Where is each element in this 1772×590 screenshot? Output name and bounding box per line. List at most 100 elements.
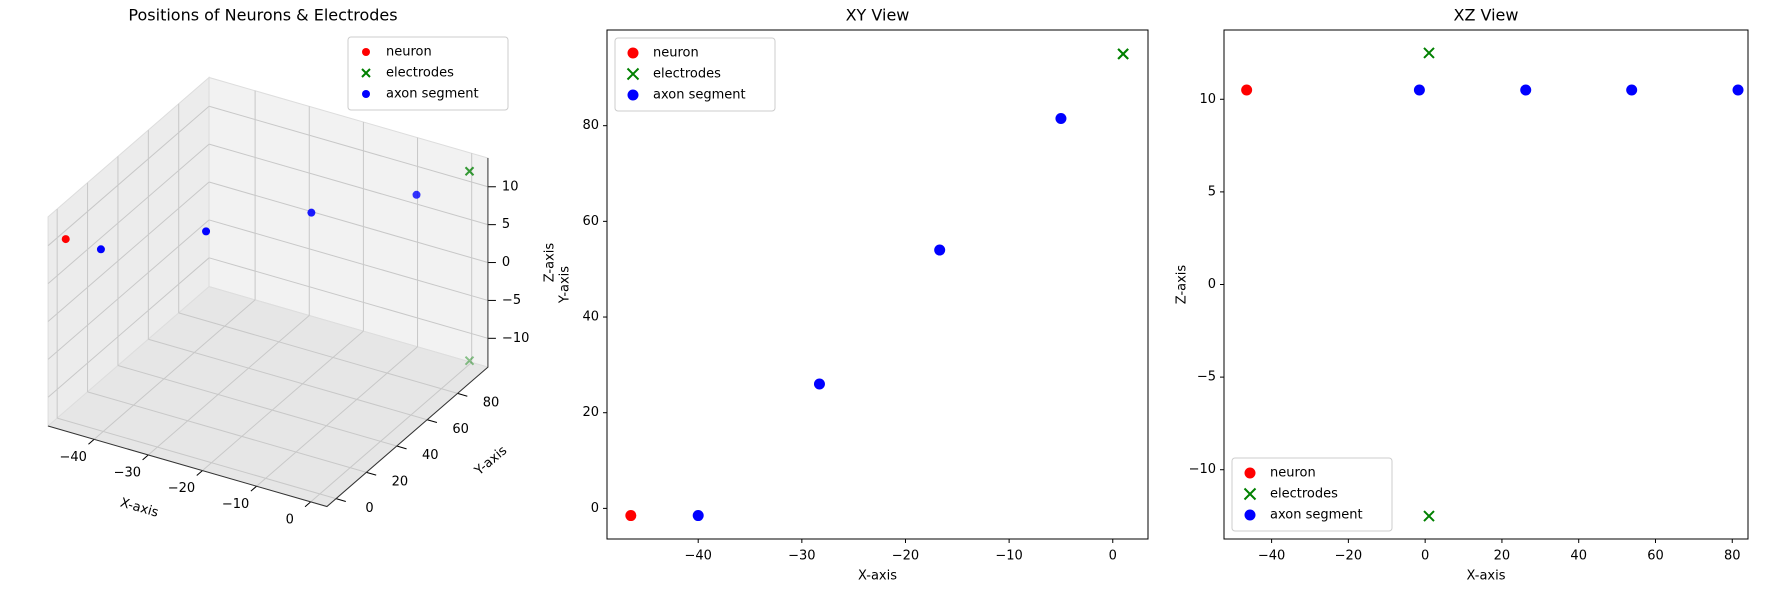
y-tick bbox=[427, 419, 438, 424]
grid-line bbox=[47, 257, 210, 398]
axis-line bbox=[47, 157, 489, 508]
y-tick-label: 5 bbox=[1208, 184, 1216, 199]
legend-label: neuron bbox=[386, 45, 432, 60]
y-tick-label: −10 bbox=[1189, 462, 1216, 477]
legend-marker bbox=[362, 48, 370, 56]
legend-label: axon segment bbox=[653, 88, 746, 103]
grid-line bbox=[208, 105, 489, 188]
y-tick-label: 10 bbox=[1199, 92, 1216, 107]
x-tick-label: 80 bbox=[1724, 549, 1741, 564]
point bbox=[934, 244, 946, 256]
x-tick-label: −40 bbox=[684, 549, 711, 564]
x-tick-label: −40 bbox=[1258, 549, 1285, 564]
z-tick-label: −10 bbox=[502, 331, 529, 346]
legend-box bbox=[1231, 457, 1393, 532]
grid-line bbox=[47, 105, 210, 247]
grid-line bbox=[47, 219, 210, 360]
legend-marker bbox=[361, 68, 371, 78]
y-tick-label: 0 bbox=[591, 501, 599, 516]
legend-marker bbox=[1243, 487, 1257, 501]
x-tick-label: 20 bbox=[1494, 549, 1511, 564]
plot-frame bbox=[1223, 29, 1749, 540]
point bbox=[464, 355, 475, 366]
y-tick-label: 80 bbox=[582, 118, 599, 133]
x-tick-label: 0 bbox=[1421, 549, 1429, 564]
point bbox=[96, 245, 105, 254]
x-tick-label: −40 bbox=[59, 450, 86, 465]
grid-line bbox=[208, 181, 489, 264]
y-tick bbox=[396, 445, 407, 450]
legend-label: electrodes bbox=[386, 66, 454, 81]
point bbox=[1423, 510, 1435, 522]
point bbox=[1423, 47, 1435, 59]
y-tick-label: −5 bbox=[1197, 370, 1216, 385]
point bbox=[1117, 48, 1129, 60]
x-tick-label: −30 bbox=[788, 549, 815, 564]
plot-frame bbox=[606, 29, 1149, 540]
chart-title: Positions of Neurons & Electrodes bbox=[128, 6, 397, 25]
x-tick bbox=[88, 438, 95, 445]
y-tick bbox=[335, 498, 346, 502]
x-tick-label: −20 bbox=[1335, 549, 1362, 564]
point bbox=[625, 510, 637, 522]
y-tick bbox=[366, 471, 377, 476]
x-tick-label: 0 bbox=[286, 512, 294, 527]
legend-label: axon segment bbox=[386, 87, 479, 102]
y-tick-label: 20 bbox=[392, 474, 409, 489]
point bbox=[1241, 84, 1253, 96]
point bbox=[1626, 84, 1638, 96]
grid-line bbox=[47, 181, 210, 322]
y-tick-label: 40 bbox=[422, 448, 439, 463]
legend-marker bbox=[627, 89, 639, 101]
y-tick-label: 0 bbox=[1208, 277, 1216, 292]
x-tick-label: −20 bbox=[892, 549, 919, 564]
grid-line bbox=[202, 330, 364, 471]
y-tick bbox=[457, 392, 468, 397]
y-tick-label: 80 bbox=[483, 396, 500, 411]
grid-line bbox=[87, 391, 367, 473]
legend-marker bbox=[626, 67, 640, 81]
point bbox=[202, 227, 211, 236]
chart-title: XZ View bbox=[1454, 6, 1519, 25]
grid-line bbox=[47, 143, 210, 284]
grid-line bbox=[208, 219, 489, 301]
z-tick-label: 10 bbox=[502, 179, 519, 194]
y-tick-label: 60 bbox=[452, 422, 469, 437]
legend-label: neuron bbox=[653, 46, 699, 61]
x-tick-label: −20 bbox=[168, 481, 195, 496]
z-axis-label: Z-axis bbox=[542, 243, 557, 283]
point bbox=[1732, 84, 1744, 96]
y-axis-label: Z-axis bbox=[1175, 265, 1190, 305]
x-tick bbox=[196, 470, 203, 476]
grid-line bbox=[178, 312, 458, 394]
point bbox=[692, 510, 704, 522]
point bbox=[61, 235, 70, 244]
grid-line bbox=[208, 143, 489, 226]
x-axis-label: X-axis bbox=[1467, 569, 1506, 584]
y-tick-label: 20 bbox=[582, 405, 599, 420]
x-axis-label: X-axis bbox=[858, 569, 897, 584]
legend-label: axon segment bbox=[1270, 508, 1363, 523]
legend-label: electrodes bbox=[653, 67, 721, 82]
point bbox=[1520, 84, 1532, 96]
y-tick-label: 60 bbox=[582, 214, 599, 229]
y-tick-label: 40 bbox=[582, 310, 599, 325]
legend-marker bbox=[627, 47, 639, 59]
point bbox=[813, 378, 825, 390]
x-tick-label: −30 bbox=[114, 466, 141, 481]
point bbox=[464, 166, 475, 176]
legend-label: neuron bbox=[1270, 466, 1316, 481]
x-tick bbox=[142, 454, 149, 461]
x-tick-label: 40 bbox=[1570, 549, 1587, 564]
legend-marker bbox=[1244, 467, 1256, 479]
legend-label: electrodes bbox=[1270, 487, 1338, 502]
grid-line bbox=[93, 299, 256, 440]
point bbox=[1055, 113, 1067, 125]
x-tick-label: −10 bbox=[222, 497, 249, 512]
chart-title: XY View bbox=[846, 6, 910, 25]
grid-line bbox=[148, 338, 428, 421]
legend-marker bbox=[362, 90, 370, 98]
z-tick-label: −5 bbox=[502, 293, 521, 308]
